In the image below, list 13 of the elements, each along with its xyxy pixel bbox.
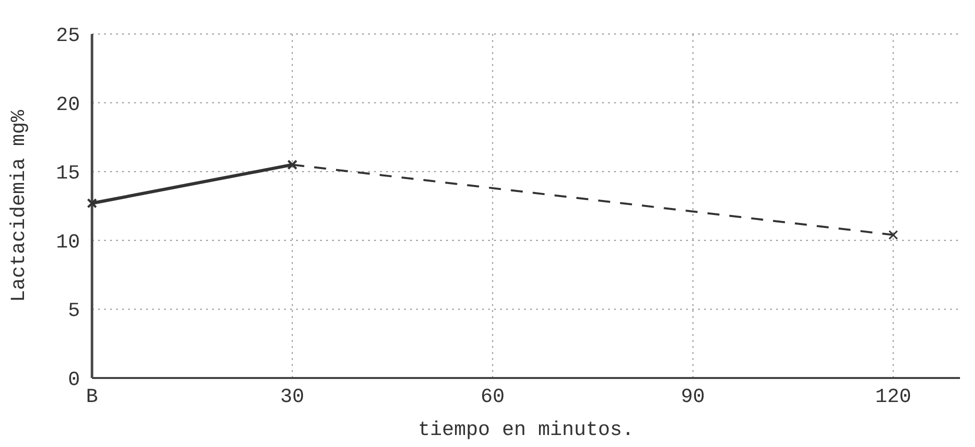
x-tick-label: B bbox=[86, 386, 98, 409]
y-tick-label: 25 bbox=[56, 25, 80, 48]
y-tick-label: 0 bbox=[68, 369, 80, 392]
y-tick-label: 10 bbox=[56, 231, 80, 254]
x-axis-title: tiempo en minutos. bbox=[418, 419, 634, 442]
x-tick-label: 30 bbox=[280, 386, 304, 409]
y-axis-title: Lactacidemia mg% bbox=[8, 108, 31, 302]
x-tick-label: 120 bbox=[875, 386, 912, 409]
y-tick-label: 5 bbox=[68, 300, 80, 324]
y-tick-label: 15 bbox=[56, 162, 80, 186]
y-tick-label: 20 bbox=[56, 94, 80, 117]
x-tick-label: 60 bbox=[480, 386, 505, 409]
x-tick-label: 90 bbox=[680, 386, 705, 409]
